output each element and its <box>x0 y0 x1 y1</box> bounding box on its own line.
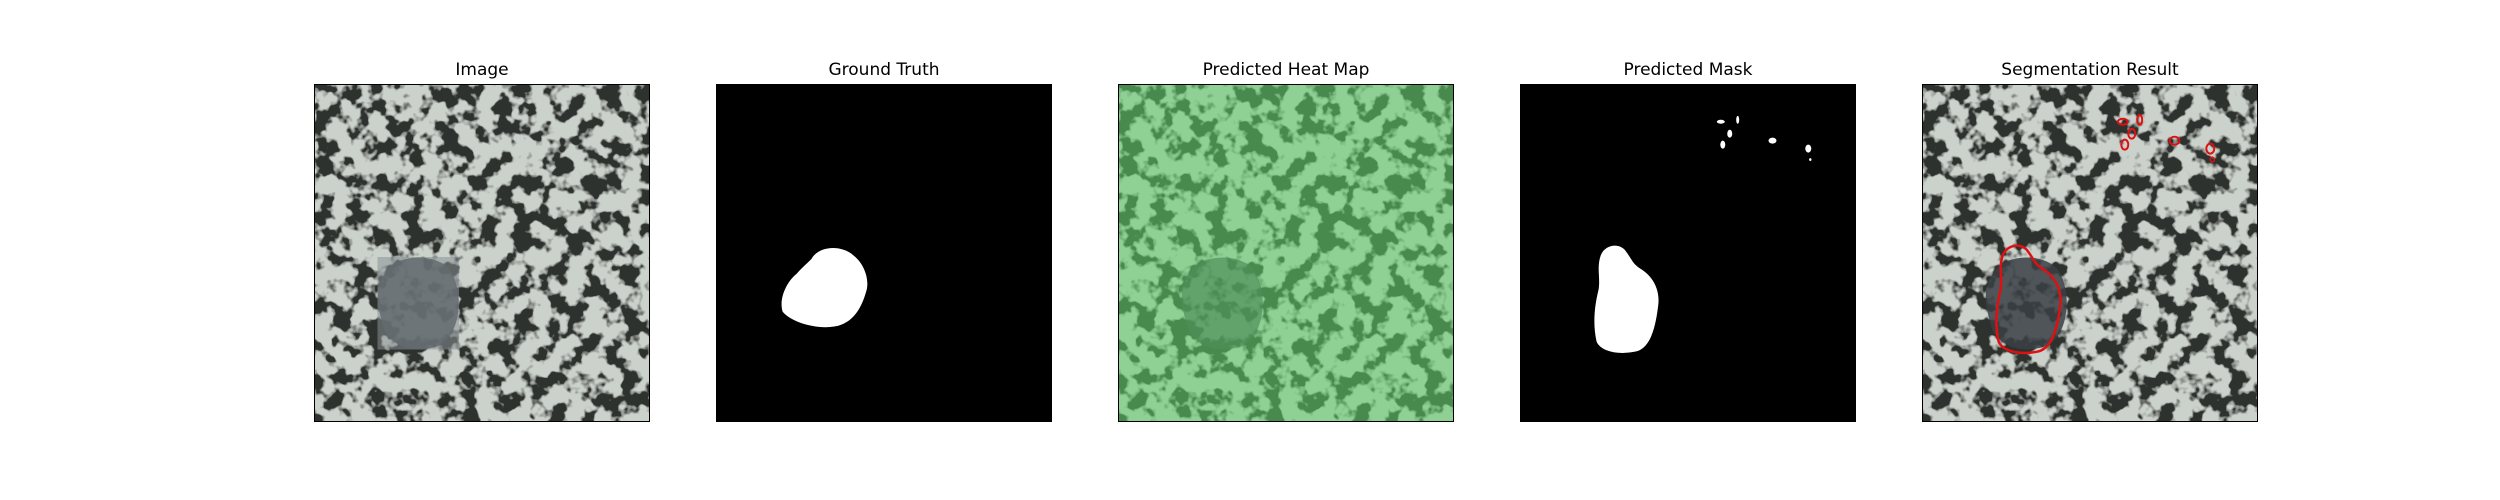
predicted-mask <box>1520 84 1856 422</box>
panel-title: Predicted Heat Map <box>1202 60 1370 80</box>
ground-truth-mask <box>716 84 1052 422</box>
segmentation-overlay <box>1922 84 2258 422</box>
source-image <box>314 84 650 422</box>
panel-title: Image <box>455 60 509 80</box>
panel-title: Predicted Mask <box>1623 60 1753 80</box>
panel-title: Segmentation Result <box>2001 60 2179 80</box>
heat-map-image <box>1118 84 1454 422</box>
panel-title: Ground Truth <box>828 60 940 80</box>
